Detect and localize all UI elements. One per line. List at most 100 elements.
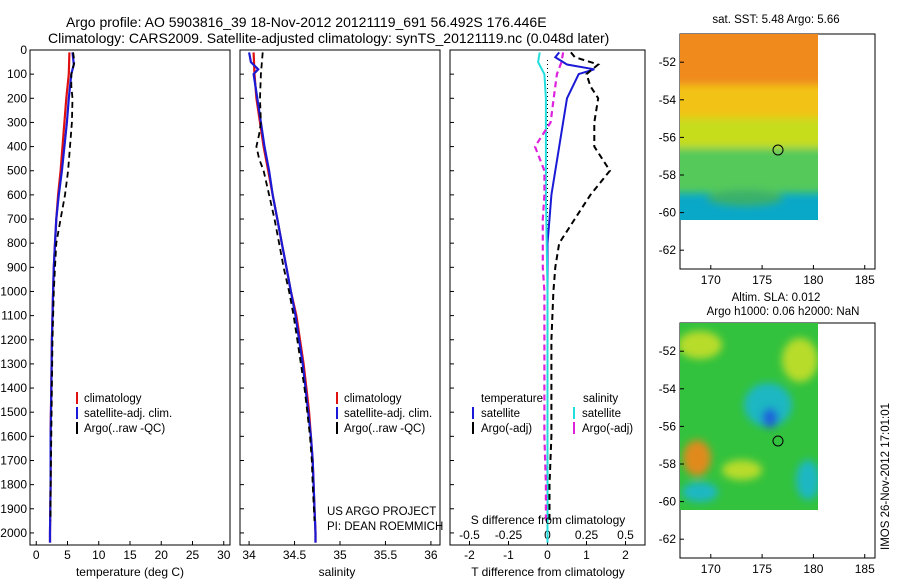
depth-tick-label: 1900 [0,502,27,516]
sla-heatmap [680,323,818,510]
sla-patch-orange [683,440,711,476]
difference-series-line [546,51,595,543]
legend-label-temp-satellite: satellite [481,408,520,420]
legend-label-argo: Argo(..raw -QC) [84,423,165,435]
map-y-tick-label: -52 [659,344,677,358]
legend-label-climatology: climatology [344,393,402,405]
x-tick-label: 34 [242,548,256,562]
map-x-tick-label: 180 [803,273,823,287]
sla-patch-yellow [722,460,762,480]
sst-field-green [680,148,818,193]
sla-patch-cyan [744,383,792,427]
sla-map-subtitle: Argo h1000: 0.06 h2000: NaN [707,306,860,318]
map-y-tick-label: -60 [659,206,677,220]
depth-tick-label: 1100 [1,309,27,323]
x-tick-label: 1 [583,548,590,562]
depth-tick-label: 100 [7,67,27,81]
figure-title-line2: Climatology: CARS2009. Satellite-adjuste… [48,30,609,46]
x-tick-label: 25 [186,548,200,562]
depth-tick-label: 700 [7,212,27,226]
depth-tick-label: 1000 [0,284,27,298]
sst-map-ticks: 170 175 180 185 -52 -54 -56 -58 -60 -62 [659,55,875,287]
depth-tick-label: 600 [7,188,27,202]
temperature-x-ticks: 0 5 10 15 20 25 30 [33,541,231,562]
x-tick-label: 2 [622,548,629,562]
top-tick-label: 0.5 [617,528,634,542]
salinity-legend: climatology satellite-adj. clim. Argo(..… [336,392,432,435]
map-y-tick-label: -54 [659,93,677,107]
map-x-tick-label: 185 [855,562,875,576]
map-x-tick-label: 175 [752,273,772,287]
map-x-tick-label: 180 [803,562,823,576]
legend-label-argo: Argo(..raw -QC) [344,423,425,435]
top-tick-label: -0.5 [459,528,480,542]
x-tick-label: 34.5 [283,548,307,562]
depth-tick-label: 1600 [0,429,27,443]
x-tick-label: 0 [544,548,551,562]
temperature-series-line [49,52,76,521]
temperature-profile-lines [48,52,76,543]
temperature-legend: climatology satellite-adj. clim. Argo(..… [76,392,172,435]
difference-top-xlabel: S difference from climatology [471,513,626,527]
depth-tick-label: 800 [7,236,27,250]
salinity-series-line [255,52,316,521]
figure-title-line1: Argo profile: AO 5903816_39 18-Nov-2012 … [66,14,547,30]
x-tick-label: -2 [464,548,475,562]
x-tick-label: 30 [217,548,231,562]
depth-tick-label: 300 [7,115,27,129]
top-tick-label: -0.25 [495,528,523,542]
legend-label-sal-satellite: satellite [582,408,621,420]
salinity-series-line [248,52,317,543]
top-tick-label: 0.25 [575,528,599,542]
difference-series-line [533,52,565,521]
x-tick-label: 15 [123,548,137,562]
temperature-axes [29,49,231,546]
salinity-series-line [252,52,317,543]
legend-salinity-header: salinity [583,393,618,405]
sla-patch-blue [762,408,778,428]
depth-tick-label: 1200 [0,333,27,347]
map-y-tick-label: -52 [659,55,677,69]
sla-map-ticks: 170 175 180 185 -52 -54 -56 -58 -60 -62 [659,344,875,576]
legend-label-climatology: climatology [84,393,142,405]
difference-xlabel: T difference from climatology [471,565,625,579]
x-tick-label: 20 [155,548,169,562]
depth-tick-label: 1800 [0,478,27,492]
depth-tick-label: 1300 [0,357,27,371]
sst-heatmap [680,34,818,220]
sst-field-front [680,118,818,153]
legend-label-sal-argo: Argo(-adj) [582,423,633,435]
salinity-axes [239,49,441,546]
salinity-profile-lines [248,52,317,543]
x-tick-label: 35 [333,548,347,562]
project-note-line2: PI: DEAN ROEMMICH [327,521,443,533]
temperature-xlabel: temperature (deg C) [76,565,184,579]
sla-patch-yellow [680,331,722,359]
x-tick-label: 5 [64,548,71,562]
sla-patch-yellow [782,338,818,382]
salinity-x-ticks: 34 34.5 35 35.5 36 [242,541,438,562]
legend-temperature-header: temperature [481,393,543,405]
depth-tick-label: 0 [20,43,27,57]
depth-tick-label: 1700 [0,453,27,467]
sla-patch-cyan [796,460,818,500]
map-y-tick-label: -62 [659,532,677,546]
map-y-tick-label: -58 [659,168,677,182]
temperature-series-line [48,52,75,543]
map-y-tick-label: -56 [659,130,677,144]
x-tick-label: 36 [424,548,438,562]
depth-tick-label: 1500 [0,405,27,419]
depth-tick-label: 400 [7,140,27,154]
sst-map-title: sat. SST: 5.48 Argo: 5.66 [712,14,839,26]
x-tick-label: -1 [503,548,514,562]
depth-axis-ticks: 0 100 200 300 400 500 600 700 800 900 1000 1100 1200… [0,43,454,540]
difference-series-line [537,52,549,543]
map-x-tick-label: 175 [752,562,772,576]
project-note-line1: US ARGO PROJECT [327,506,436,518]
x-tick-label: 35.5 [374,548,398,562]
map-y-tick-label: -58 [659,457,677,471]
difference-series-line [548,51,612,521]
depth-tick-label: 2000 [0,526,27,540]
map-y-tick-label: -54 [659,382,677,396]
